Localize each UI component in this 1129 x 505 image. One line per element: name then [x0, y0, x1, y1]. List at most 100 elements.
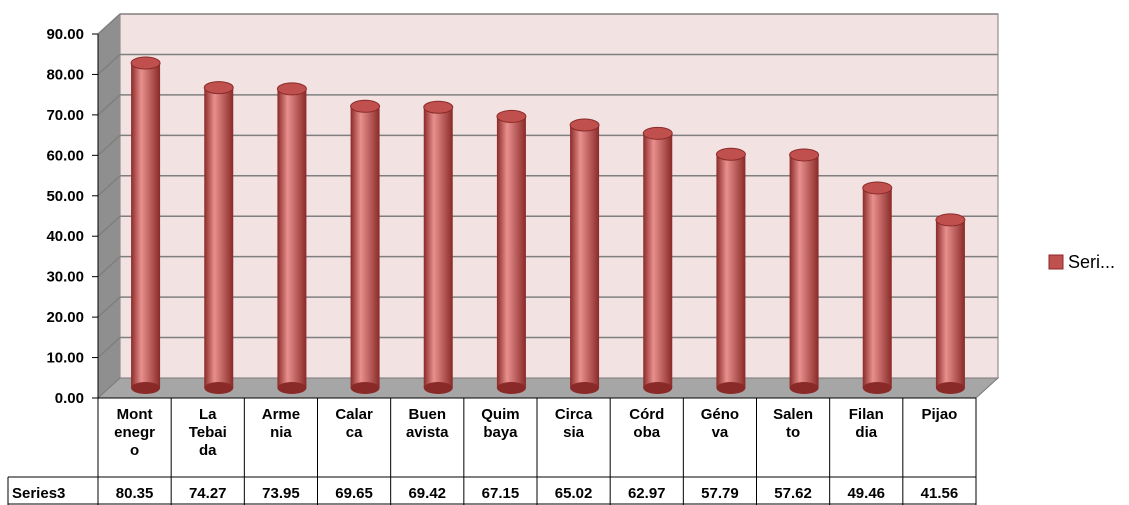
bar [423, 100, 454, 394]
bar [350, 99, 381, 394]
bar-top [423, 100, 454, 114]
gridline-side [97, 134, 121, 156]
data-label: 57.62 [774, 485, 812, 502]
category-label: sia [563, 424, 585, 441]
category-label: va [712, 424, 729, 441]
category-label: nia [270, 424, 292, 441]
data-label: 49.46 [847, 485, 885, 502]
gridline-side [97, 175, 121, 197]
bar [862, 181, 893, 394]
data-label: 67.15 [482, 485, 520, 502]
category-label: to [786, 424, 800, 441]
y-tick-label: 0.00 [55, 390, 84, 407]
bar-body [862, 187, 892, 388]
category-label: Géno [701, 406, 739, 423]
bar-top [130, 56, 161, 70]
gridline-side [97, 53, 121, 75]
legend: Seri... [1048, 252, 1115, 272]
category-label: o [130, 442, 139, 459]
bar-base [716, 382, 746, 394]
data-label: 62.97 [628, 485, 666, 502]
gridline-side [97, 256, 121, 278]
category-label: Filan [849, 406, 884, 423]
bar-body [570, 125, 600, 389]
category-label: da [199, 442, 217, 459]
y-tick-label: 90.00 [46, 26, 84, 43]
y-tick-label: 10.00 [46, 350, 84, 367]
y-tick-label: 70.00 [46, 107, 84, 124]
gridlines [97, 13, 998, 359]
bar-base [423, 382, 453, 394]
category-label: avista [406, 424, 449, 441]
bar [715, 147, 746, 394]
back-wall [119, 13, 999, 379]
gridline-side [97, 94, 121, 116]
bar-body [350, 106, 380, 388]
bar-base [496, 382, 526, 394]
data-label: 65.02 [555, 485, 593, 502]
bar-top [935, 213, 966, 227]
category-label: Circa [555, 406, 593, 423]
bar-base [789, 382, 819, 394]
data-label: 74.27 [189, 485, 227, 502]
bar [935, 213, 966, 394]
bar-base [935, 382, 965, 394]
bars [130, 56, 966, 394]
bar [276, 82, 307, 394]
bar-base [862, 382, 892, 394]
bar-top [203, 81, 234, 95]
data-label: 69.42 [408, 485, 446, 502]
bar-body [423, 107, 453, 388]
bar-body [935, 219, 965, 388]
category-label: oba [633, 424, 660, 441]
bar-top [569, 118, 600, 132]
category-label: La [199, 406, 217, 423]
bar-body [716, 154, 746, 388]
data-label: 41.56 [921, 485, 959, 502]
category-label: Calar [335, 406, 373, 423]
gridline-side [97, 215, 121, 237]
category-label: Córd [629, 406, 664, 423]
bar-base [131, 382, 161, 394]
bar [130, 56, 161, 394]
bar-top [276, 82, 307, 96]
bar [789, 148, 820, 394]
bar-top [350, 99, 381, 113]
bar-body [789, 154, 819, 388]
y-tick-label: 80.00 [46, 66, 84, 83]
y-tick-label: 40.00 [46, 228, 84, 245]
category-label: Tebai [189, 424, 227, 441]
y-tick-label: 20.00 [46, 309, 84, 326]
bar [203, 81, 234, 394]
data-label: 57.79 [701, 485, 739, 502]
bar-base [643, 382, 673, 394]
category-label: Quim [481, 406, 519, 423]
bar-body [643, 133, 673, 388]
y-tick-label: 50.00 [46, 188, 84, 205]
y-tick-label: 60.00 [46, 147, 84, 164]
gridline-side [97, 13, 121, 35]
bar-body [204, 87, 234, 388]
y-axis: 0.00 10.00 20.00 30.00 40.00 50.00 60.00 70.00 8… [46, 26, 99, 407]
data-label: 80.35 [116, 485, 154, 502]
bar-base [570, 382, 600, 394]
plot-walls [96, 13, 1000, 399]
bar-top [642, 126, 673, 140]
bar [569, 118, 600, 394]
bar [642, 126, 673, 394]
gridline-side [97, 337, 121, 359]
bar-top [715, 147, 746, 161]
series-name-label: Series3 [12, 485, 65, 502]
bar-base [350, 382, 380, 394]
data-label: 69.65 [335, 485, 373, 502]
bar-body [496, 116, 526, 388]
bar [496, 109, 527, 394]
bar-top [862, 181, 893, 195]
legend-label: Seri... [1068, 252, 1115, 272]
bar-body [131, 63, 161, 388]
category-label: enegr [114, 424, 155, 441]
category-label: Mont [117, 406, 153, 423]
bar-top [789, 148, 820, 162]
